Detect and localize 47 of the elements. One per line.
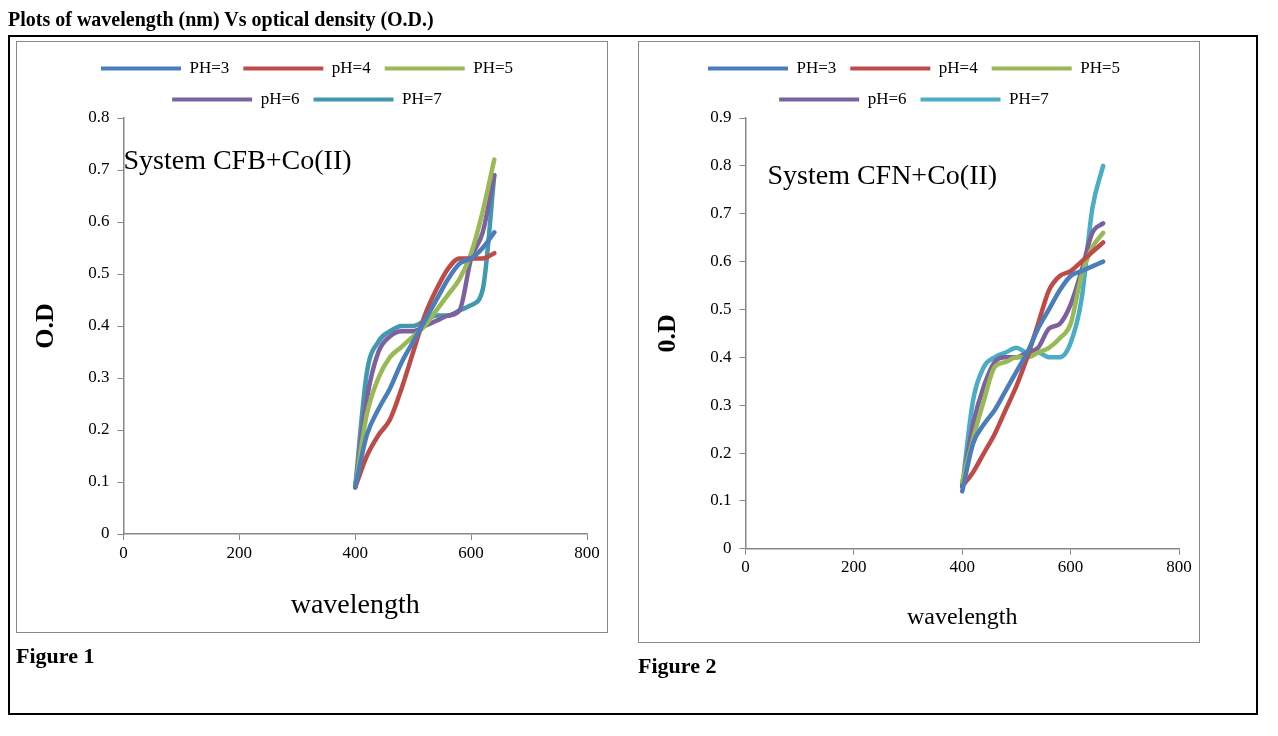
y-tick-label: 0.2	[710, 442, 732, 462]
legend-label: PH=7	[402, 88, 443, 108]
x-tick-label: 800	[574, 542, 600, 562]
annotation: System CFN+Co(II)	[767, 159, 998, 191]
y-tick-label: 0.3	[710, 394, 732, 414]
x-tick-label: 600	[1057, 557, 1084, 577]
x-axis-title: wavelength	[290, 587, 420, 619]
legend-label: PH=5	[1080, 57, 1121, 77]
y-tick-label: 0.5	[88, 263, 110, 283]
caption: Figure 2	[638, 653, 718, 679]
x-tick-label: 0	[119, 542, 128, 562]
y-tick-label: 0.9	[710, 107, 732, 127]
y-tick-label: 0.4	[710, 346, 732, 366]
y-tick-label: 0.4	[88, 315, 110, 335]
y-tick-label: 0.3	[88, 367, 110, 387]
caption: Figure 1	[16, 643, 96, 669]
y-axis-title: 0.D	[652, 314, 682, 353]
chart-title: Plots of wavelength (nm) Vs optical density (O.D.)	[8, 8, 435, 31]
y-tick-label: 0.1	[88, 471, 110, 491]
legend-label: PH=7	[1009, 88, 1050, 108]
y-tick-label: 0.2	[88, 419, 110, 439]
y-tick-label: 0.6	[710, 251, 732, 271]
x-tick-label: 400	[949, 557, 975, 577]
y-tick-label: 0	[100, 523, 110, 543]
legend-label: pH=6	[260, 88, 300, 108]
y-tick-label: 0.6	[88, 211, 110, 231]
legend-label: pH=4	[938, 57, 979, 77]
x-tick-label: 600	[458, 542, 484, 562]
y-tick-label: 0.1	[710, 490, 732, 510]
legend-label: PH=3	[189, 57, 230, 77]
x-tick-label: 0	[741, 557, 750, 577]
y-tick-label: 0.8	[88, 107, 110, 127]
legend-label: pH=4	[331, 57, 372, 77]
x-tick-label: 400	[342, 542, 368, 562]
y-tick-label: 0.7	[88, 159, 110, 179]
legend-label: PH=5	[473, 57, 514, 77]
x-tick-label: 800	[1166, 557, 1192, 577]
legend-label: PH=3	[796, 57, 837, 77]
y-tick-label: 0.8	[710, 155, 732, 175]
x-tick-label: 200	[841, 557, 867, 577]
annotation: System CFB+Co(II)	[123, 144, 352, 176]
x-axis-title: wavelength	[906, 602, 1018, 629]
x-tick-label: 200	[226, 542, 253, 562]
y-tick-label: 0.5	[710, 298, 732, 318]
y-axis-title: O.D	[30, 303, 60, 349]
legend-label: pH=6	[867, 88, 907, 108]
y-tick-label: 0.7	[710, 203, 732, 223]
